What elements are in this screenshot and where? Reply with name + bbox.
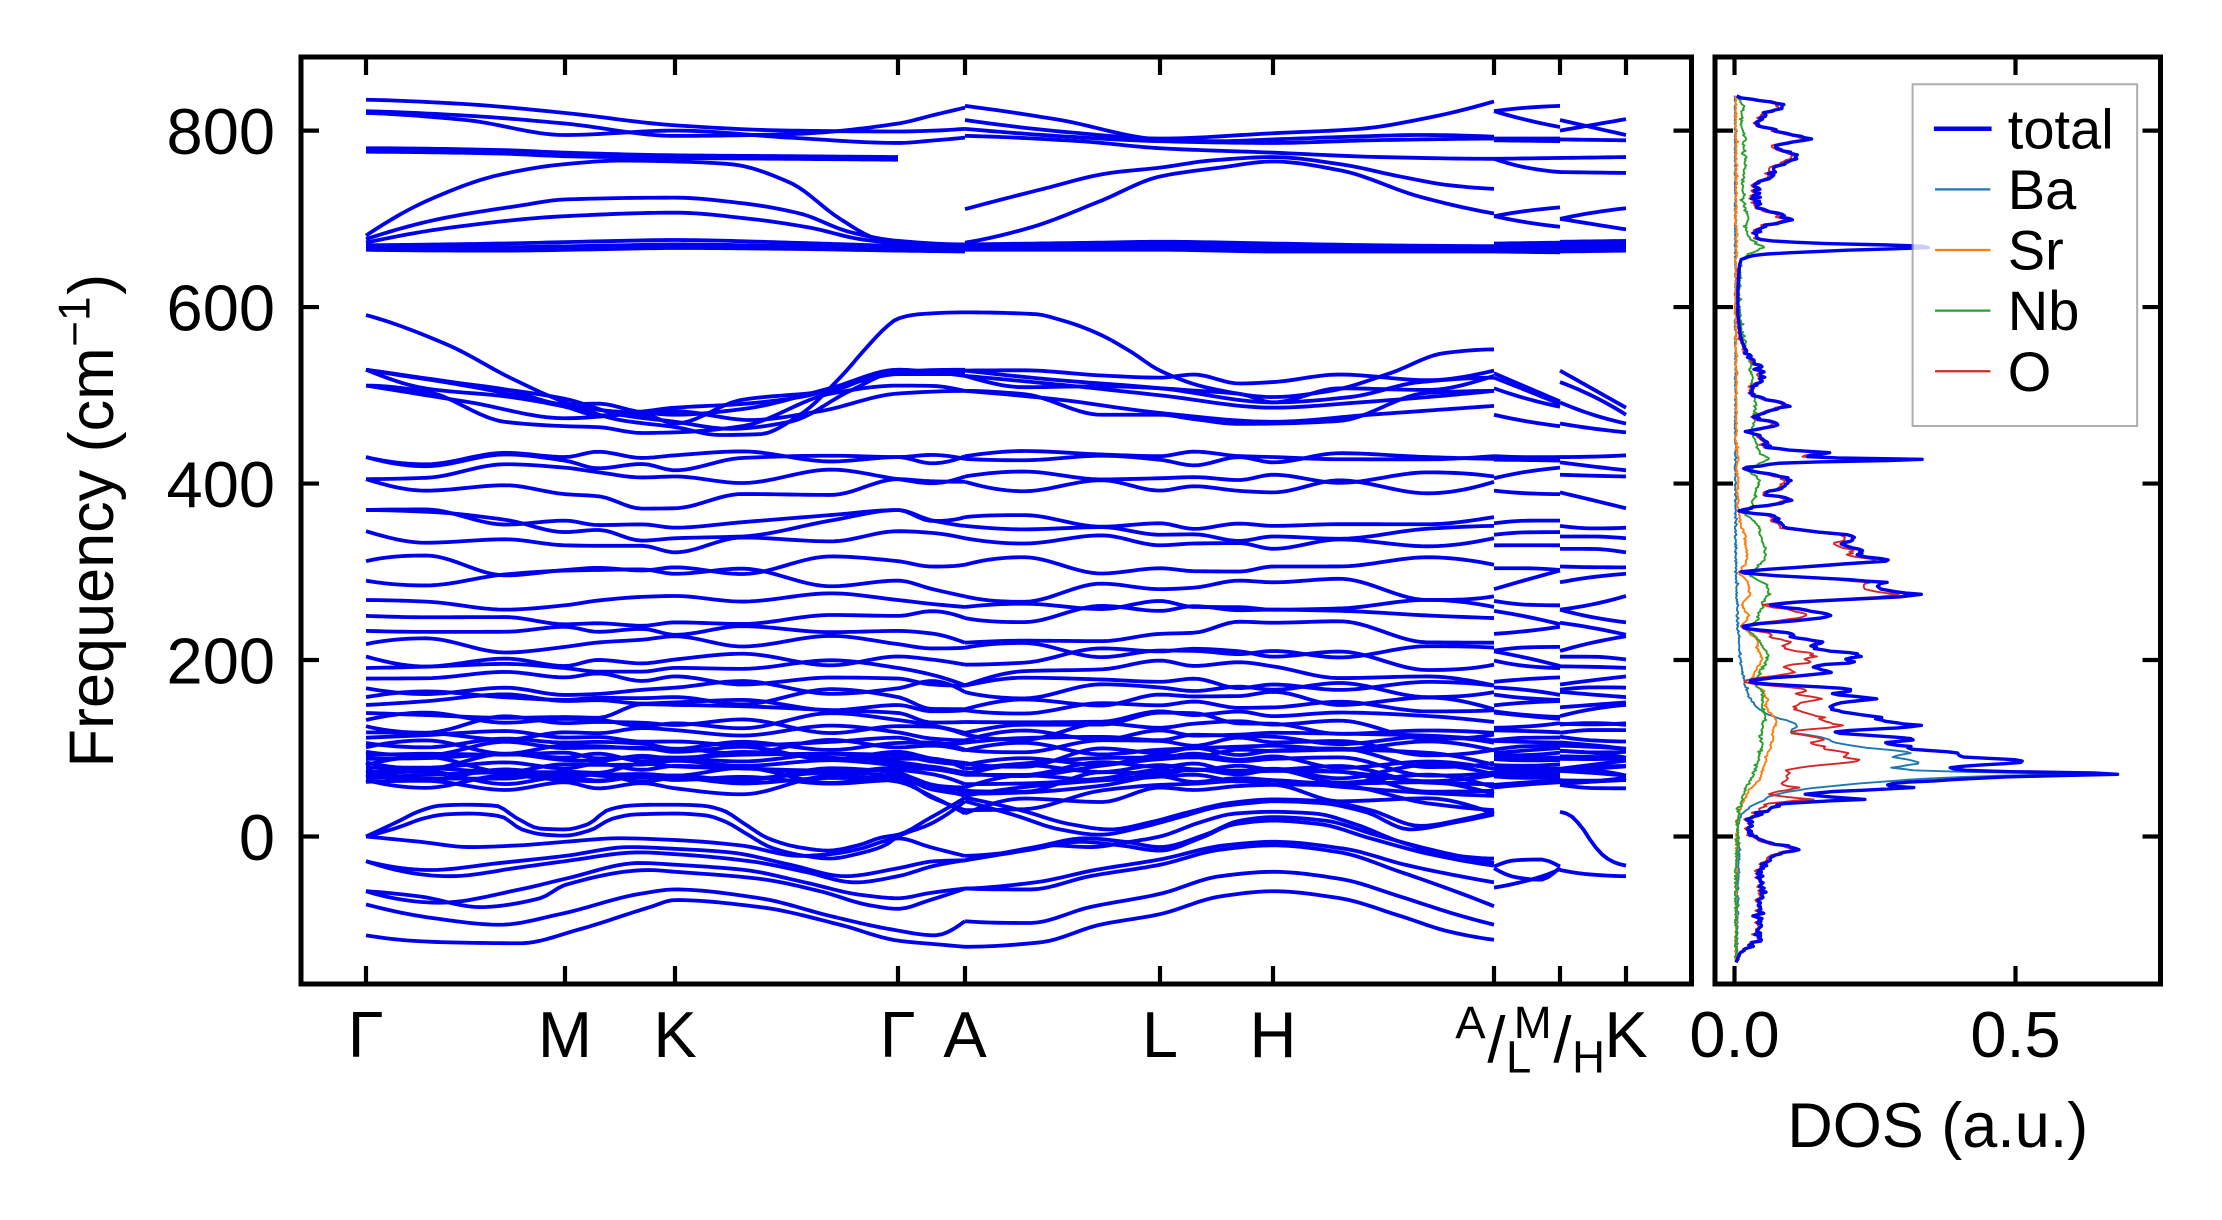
- svg-text:A: A: [943, 998, 987, 1071]
- svg-text:Γ: Γ: [880, 998, 916, 1071]
- svg-text:K: K: [653, 998, 696, 1071]
- svg-text:800: 800: [167, 95, 275, 168]
- svg-text:Γ: Γ: [348, 998, 384, 1071]
- svg-text:F r e q: F r e q u e n c y ( c m ) − 1: [51, 269, 127, 767]
- svg-text:200: 200: [167, 625, 275, 698]
- svg-text:DOS (a.u.): DOS (a.u.): [1787, 1091, 2088, 1161]
- svg-text:400: 400: [167, 448, 275, 521]
- svg-text:Sr: Sr: [2008, 219, 2064, 282]
- svg-text:M H /: M H /: [1514, 997, 1610, 1082]
- svg-text:0: 0: [239, 801, 275, 874]
- svg-text:600: 600: [167, 272, 275, 345]
- svg-text:total: total: [2008, 97, 2114, 160]
- svg-text:M: M: [538, 998, 592, 1071]
- svg-text:H: H: [1250, 998, 1297, 1071]
- svg-text:Nb: Nb: [2008, 279, 2080, 342]
- svg-text:Ba: Ba: [2008, 158, 2077, 221]
- svg-text:L: L: [1142, 998, 1178, 1071]
- svg-text:A L /: A L /: [1455, 997, 1535, 1082]
- svg-text:O: O: [2008, 340, 2052, 403]
- svg-text:K: K: [1604, 998, 1647, 1071]
- svg-text:0.0: 0.0: [1689, 998, 1779, 1071]
- svg-text:0.5: 0.5: [1970, 998, 2060, 1071]
